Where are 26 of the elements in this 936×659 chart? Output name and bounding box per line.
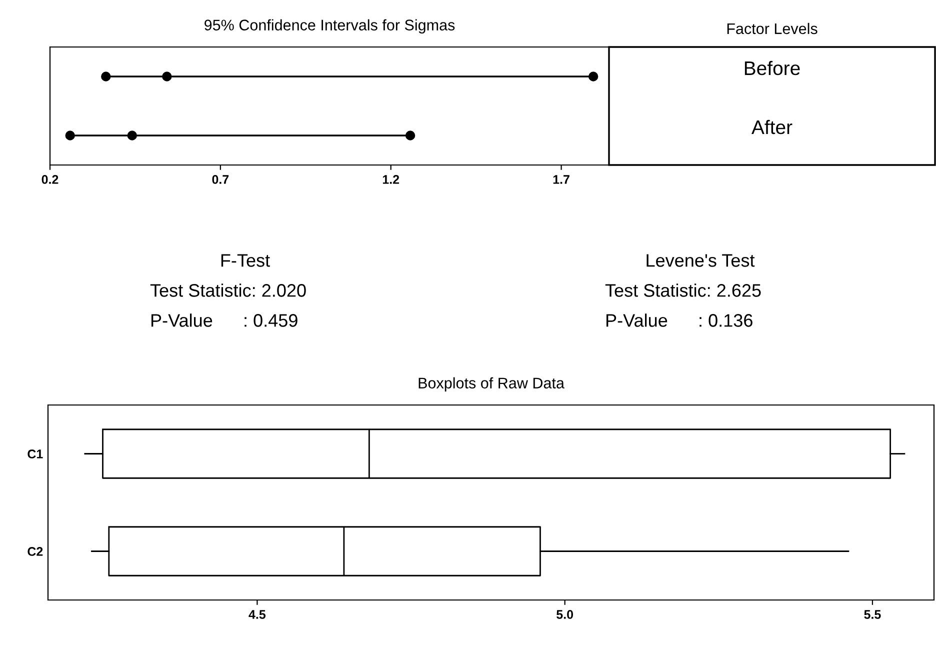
y-tick-label: C2 [28, 547, 43, 556]
y-tick-label: After [752, 120, 792, 134]
text: Levene's Test [646, 254, 755, 267]
y-tick-label: Before [744, 60, 800, 76]
chart-title: 95% Confidence Intervals for Sigmas [204, 19, 455, 34]
text: Test Statistic: 2.020 [150, 284, 306, 297]
y-tick-label: C1 [28, 450, 43, 458]
x-tick-label: 1.7 [553, 175, 570, 184]
text: P-Value : 0.136 [606, 314, 752, 327]
point [162, 72, 172, 82]
x-tick-label: 5.0 [556, 610, 574, 619]
point [405, 130, 416, 140]
text: Factor Levels [727, 22, 818, 34]
x-tick-label: 0.2 [42, 175, 58, 184]
point [101, 72, 111, 82]
point [65, 130, 75, 140]
x-tick-label: 4.5 [248, 610, 266, 619]
text: Test Statistic: 2.625 [605, 284, 761, 297]
point [127, 130, 138, 140]
x-tick-label: 5.5 [864, 610, 881, 619]
text: P-Value : 0.459 [151, 314, 298, 327]
x-tick-label: 0.7 [212, 175, 229, 184]
x-tick-label: 1.2 [382, 175, 400, 184]
chart-title: Boxplots of Raw Data [418, 377, 564, 392]
point [588, 72, 598, 82]
text: F-Test [221, 254, 270, 267]
